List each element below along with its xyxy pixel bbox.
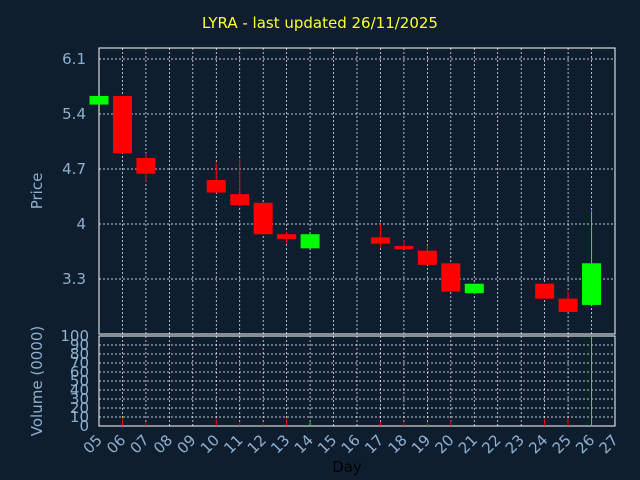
x-tick-label: 26	[572, 431, 598, 457]
x-tick-label: 17	[361, 431, 387, 457]
candle-body	[417, 250, 437, 265]
price-tick-label: 3.3	[62, 270, 86, 288]
volume-axis-label: Volume (0000)	[28, 326, 46, 436]
x-tick-label: 07	[127, 431, 153, 457]
price-tick-label: 4.7	[62, 160, 86, 178]
x-tick-label: 14	[291, 431, 317, 457]
x-tick-label: 12	[244, 431, 270, 457]
volume-tick-label: 0	[79, 417, 89, 435]
volume-tick-label: 50	[70, 372, 89, 390]
x-tick-label: 11	[220, 431, 246, 457]
x-tick-label: 18	[385, 431, 411, 457]
x-tick-label: 06	[103, 431, 129, 457]
candle-body	[370, 237, 390, 244]
candle-body	[112, 95, 132, 154]
volume-tick-label: 90	[70, 336, 89, 354]
volume-tick-label: 10	[70, 408, 89, 426]
x-axis-label: Day	[332, 458, 362, 476]
candle-body	[89, 95, 109, 105]
x-tick-label: 08	[150, 431, 176, 457]
x-tick-label: 22	[478, 431, 504, 457]
x-tick-label: 27	[596, 431, 622, 457]
candle-body	[277, 234, 297, 239]
x-tick-label: 10	[197, 431, 223, 457]
x-tick-label: 13	[267, 431, 293, 457]
volume-tick-label: 80	[70, 345, 89, 363]
candle-body	[394, 246, 414, 250]
candle-body	[535, 283, 555, 299]
candle-body	[558, 298, 578, 312]
x-tick-label: 15	[314, 431, 340, 457]
candle-body	[464, 283, 484, 294]
price-axis-label: Price	[28, 173, 46, 210]
x-tick-label: 24	[525, 431, 551, 457]
x-tick-label: 19	[408, 431, 434, 457]
x-tick-label: 09	[173, 431, 199, 457]
candle-body	[253, 202, 273, 235]
x-tick-label: 16	[338, 431, 364, 457]
candle-body	[136, 158, 156, 174]
x-tick-label: 21	[455, 431, 481, 457]
price-tick-label: 6.1	[62, 50, 86, 68]
price-tick-label: 5.4	[62, 105, 86, 123]
candle-body	[300, 234, 320, 249]
volume-tick-label: 40	[70, 381, 89, 399]
volume-tick-label: 30	[70, 390, 89, 408]
volume-tick-label: 60	[70, 363, 89, 381]
volume-tick-label: 100	[60, 327, 89, 345]
x-tick-label: 25	[549, 431, 575, 457]
volume-tick-label: 20	[70, 399, 89, 417]
candle-body	[206, 180, 226, 193]
candle-body	[230, 194, 250, 206]
chart-title: LYRA - last updated 26/11/2025	[202, 14, 438, 32]
volume-tick-label: 70	[70, 354, 89, 372]
x-tick-label: 05	[80, 431, 106, 457]
x-tick-label: 20	[431, 431, 457, 457]
candle-body	[441, 263, 461, 292]
candle-body	[582, 263, 602, 305]
x-tick-label: 23	[502, 431, 528, 457]
price-tick-label: 4	[76, 215, 86, 233]
